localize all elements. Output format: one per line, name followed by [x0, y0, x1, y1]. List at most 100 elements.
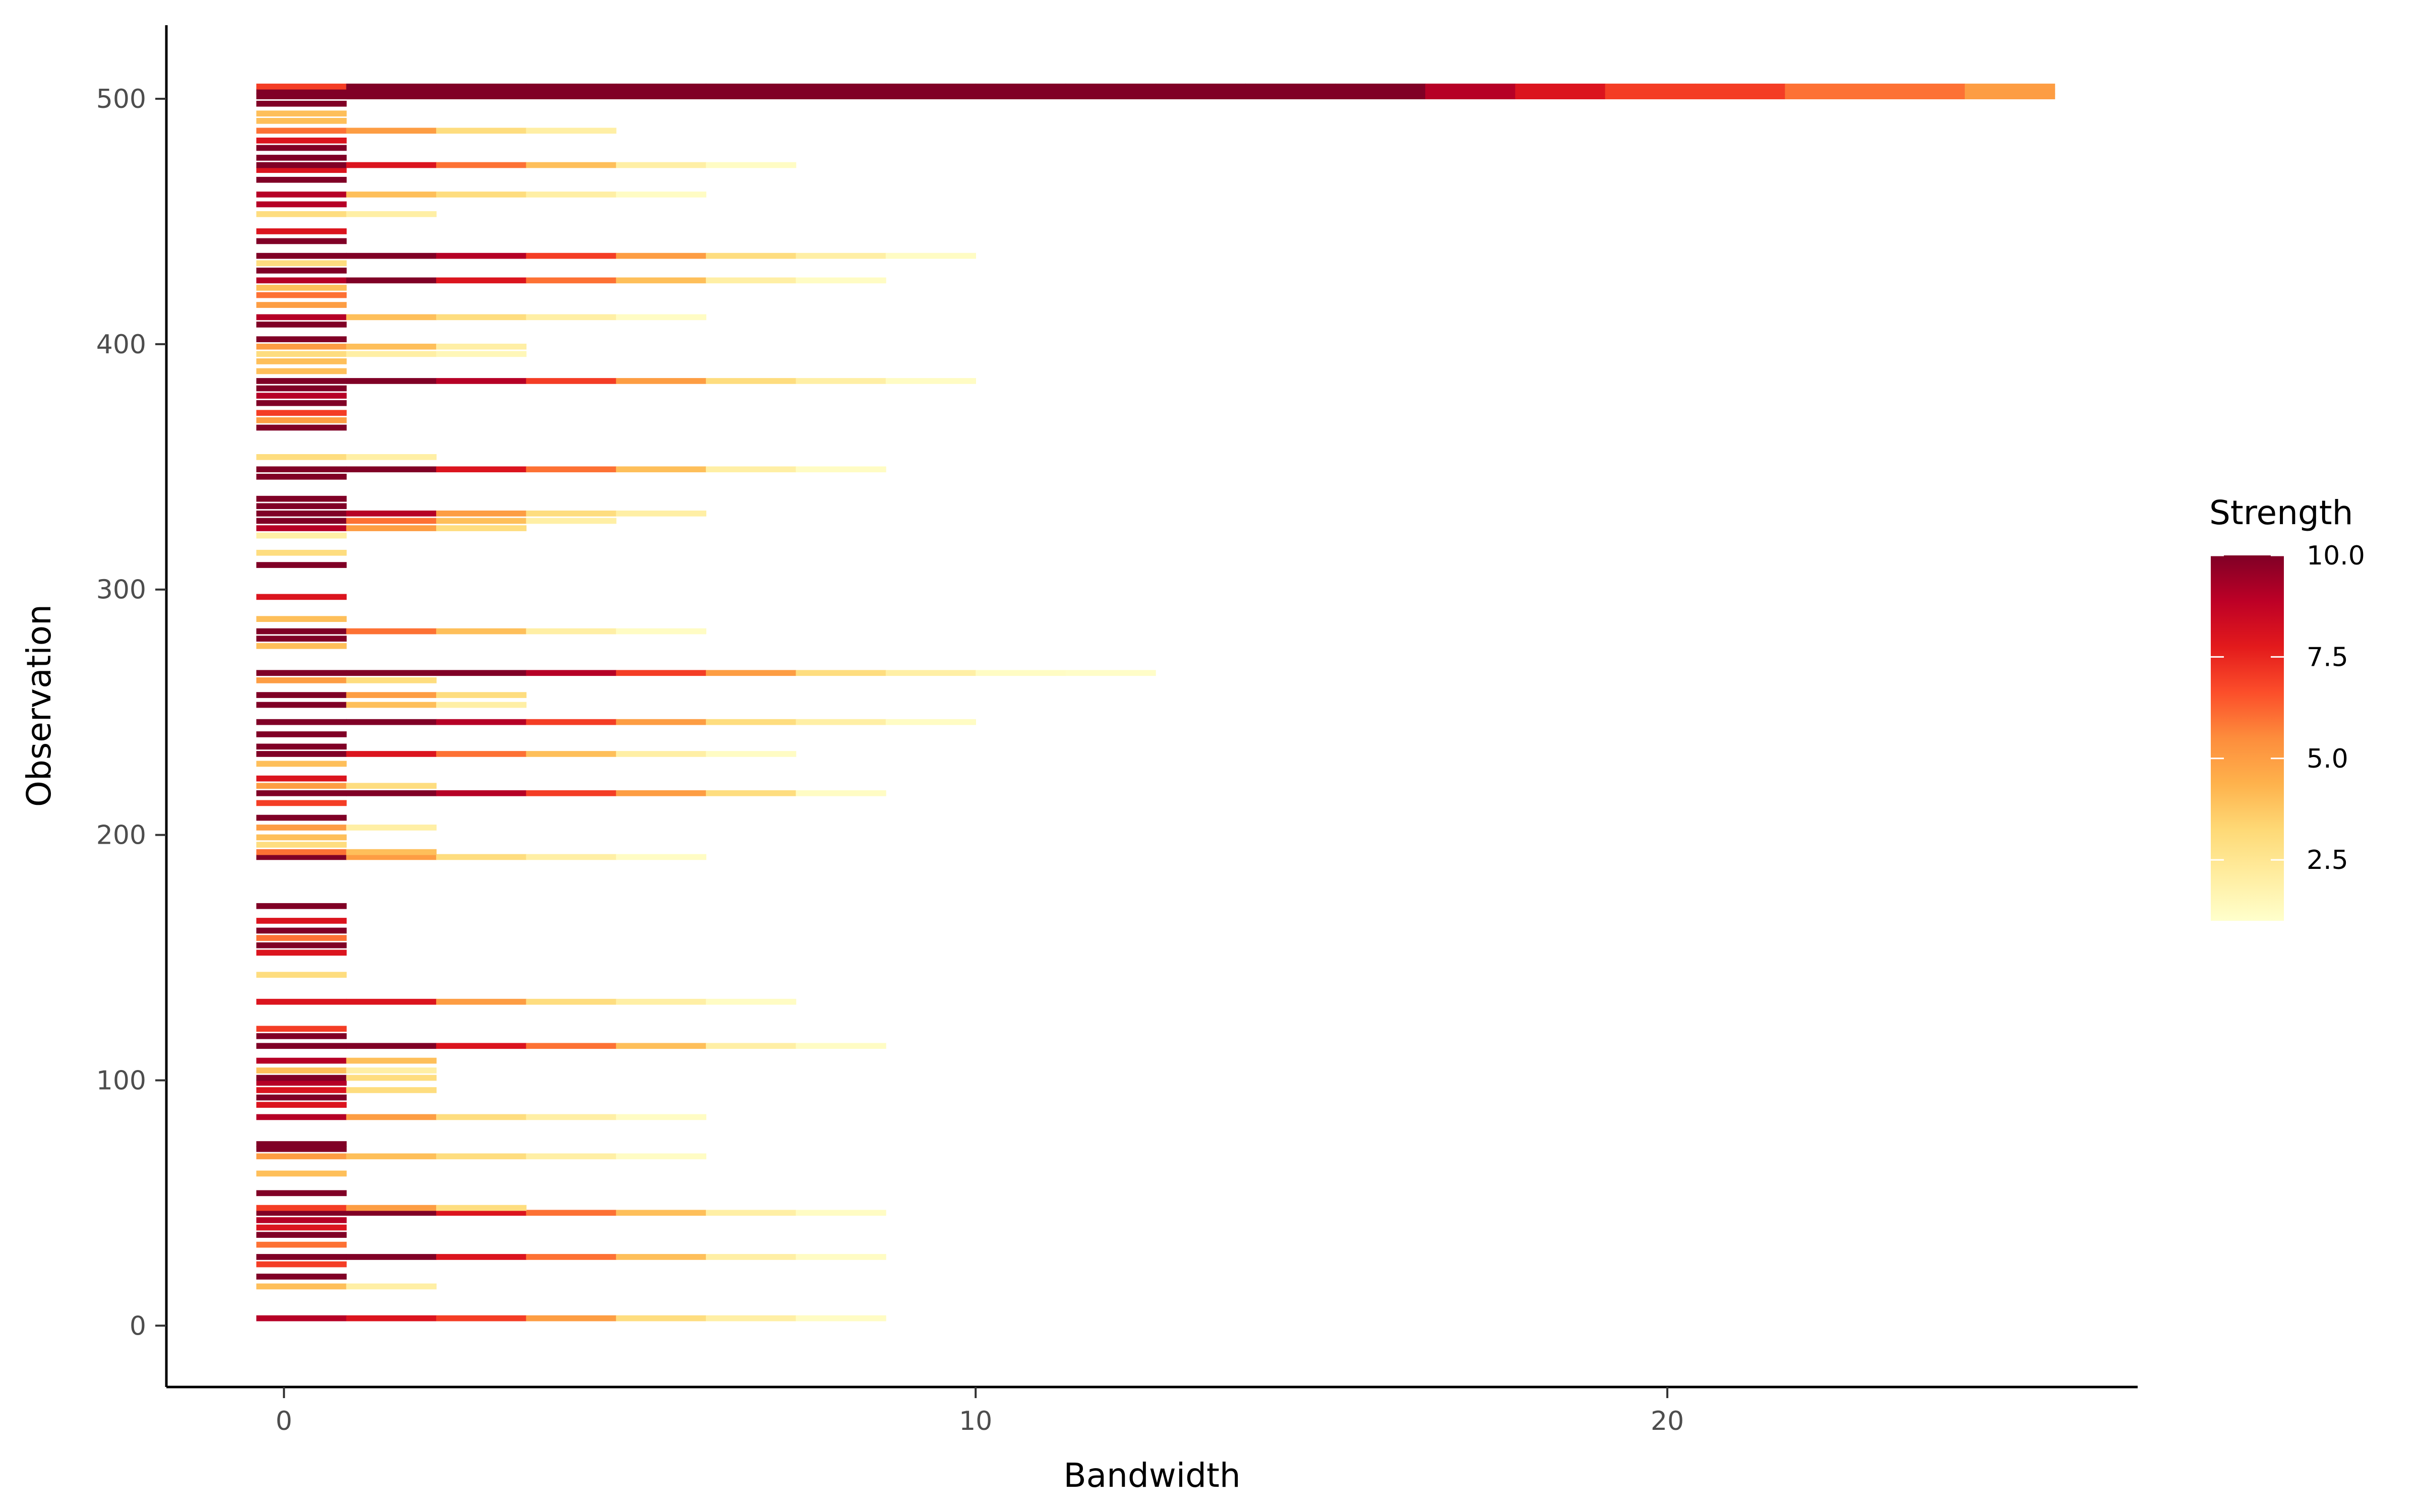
heatmap-cell — [616, 277, 706, 284]
heatmap-cell — [1245, 83, 1336, 90]
heatmap-cell — [256, 825, 347, 831]
heatmap-cell — [346, 1114, 437, 1120]
heatmap-cell — [256, 145, 347, 151]
heatmap-cell — [346, 790, 437, 796]
heatmap-cell — [1874, 93, 1965, 99]
heatmap-cell — [436, 93, 527, 99]
y-axis-title: Observation — [20, 604, 58, 807]
heatmap-cell — [256, 972, 347, 978]
heatmap-cell — [796, 466, 886, 473]
heatmap-cell — [256, 1315, 347, 1321]
heatmap-cell — [256, 1026, 347, 1032]
heatmap-cell — [346, 1254, 437, 1260]
heatmap-cell — [616, 162, 706, 168]
heatmap-cell — [1335, 93, 1426, 99]
y-tick-label: 200 — [96, 821, 146, 851]
heatmap-cell — [1965, 83, 2055, 90]
heatmap-cell — [256, 562, 347, 568]
heatmap-cell — [976, 670, 1066, 676]
heatmap-cell — [256, 702, 347, 708]
heatmap-cell — [346, 1043, 437, 1049]
heatmap-cell — [436, 511, 527, 517]
heatmap-cell — [346, 1153, 437, 1160]
heatmap-cell — [256, 1283, 347, 1290]
x-tick-label: 0 — [276, 1406, 292, 1436]
heatmap-cell — [706, 88, 797, 95]
heatmap-cell — [526, 162, 617, 168]
heatmap-cell — [436, 1210, 527, 1216]
heatmap-cell — [1785, 88, 1876, 95]
heatmap-cell — [256, 400, 347, 406]
heatmap-cell — [256, 1033, 347, 1039]
heatmap-cell — [616, 1254, 706, 1260]
heatmap-cell — [526, 1254, 617, 1260]
heatmap-cell — [256, 393, 347, 399]
heatmap-cell — [346, 128, 437, 134]
heatmap-cell — [706, 1043, 797, 1049]
heatmap-cell — [436, 518, 527, 524]
legend-title: Strength — [2209, 493, 2353, 532]
heatmap-cell — [256, 253, 347, 259]
heatmap-cell — [346, 1057, 437, 1064]
heatmap-cell — [1245, 93, 1336, 99]
heatmap-cell — [346, 1067, 437, 1074]
heatmap-cell — [616, 719, 706, 725]
heatmap-cell — [256, 628, 347, 635]
heatmap-cell — [706, 277, 797, 284]
legend-ticks: 2.5 5.0 7.5 10.0 — [2211, 541, 2365, 875]
heatmap-cell — [346, 1210, 437, 1216]
heatmap-cell — [436, 525, 527, 531]
heatmap-tiles — [256, 83, 2055, 1321]
heatmap-cell — [256, 677, 347, 683]
heatmap-cell — [1874, 88, 1965, 95]
heatmap-cell — [256, 1141, 347, 1147]
heatmap-cell — [436, 83, 527, 90]
heatmap-cell — [616, 670, 706, 676]
heatmap-cell — [796, 1254, 886, 1260]
heatmap-cell — [346, 1087, 437, 1093]
heatmap-cell — [256, 511, 347, 517]
heatmap-cell — [256, 495, 347, 502]
heatmap-cell — [436, 719, 527, 725]
heatmap-cell — [616, 1114, 706, 1120]
heatmap-cell — [1155, 83, 1246, 90]
heatmap-cell — [256, 424, 347, 431]
heatmap-cell — [1515, 83, 1606, 90]
heatmap-cell — [706, 1210, 797, 1216]
heatmap-cell — [436, 1114, 527, 1120]
heatmap-cell — [885, 83, 976, 90]
heatmap-cell — [256, 192, 347, 198]
heatmap-cell — [436, 128, 527, 134]
heatmap-cell — [706, 719, 797, 725]
legend: Strength 2.5 5.0 7.5 10.0 — [2209, 493, 2365, 921]
heatmap-cell — [256, 849, 347, 855]
heatmap-cell — [976, 93, 1066, 99]
heatmap-cell — [436, 1205, 527, 1211]
heatmap-cell — [346, 1315, 437, 1321]
legend-color-bar — [2211, 555, 2284, 921]
heatmap-cell — [796, 1043, 886, 1049]
heatmap-cell — [436, 277, 527, 284]
heatmap-cell — [346, 277, 437, 284]
heatmap-cell — [346, 454, 437, 460]
heatmap-cell — [1065, 670, 1156, 676]
heatmap-cell — [256, 1261, 347, 1268]
heatmap-cell — [976, 83, 1066, 90]
heatmap-cell — [346, 719, 437, 725]
legend-tick-label: 2.5 — [2307, 845, 2348, 875]
legend-tick-label: 5.0 — [2307, 744, 2348, 774]
heatmap-cell — [256, 277, 347, 284]
heatmap-cell — [256, 636, 347, 642]
heatmap-cell — [256, 594, 347, 600]
heatmap-cell — [436, 751, 527, 757]
y-tick-label: 500 — [96, 84, 146, 114]
heatmap-cell — [256, 1094, 347, 1101]
heatmap-cell — [256, 343, 347, 350]
heatmap-cell — [436, 343, 527, 350]
heatmap-cell — [256, 854, 347, 860]
heatmap-cell — [526, 128, 617, 134]
heatmap-cell — [256, 358, 347, 364]
heatmap-cell — [256, 1067, 347, 1074]
heatmap-cell — [526, 670, 617, 676]
